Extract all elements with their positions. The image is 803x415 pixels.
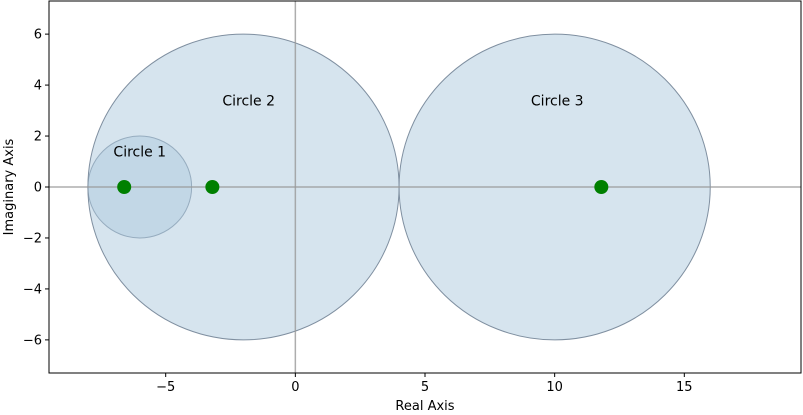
data-point — [117, 180, 132, 194]
x-tick-label: 15 — [676, 380, 693, 395]
y-tick-label: 2 — [34, 130, 42, 145]
data-point — [594, 180, 609, 194]
plot-content: Circle 1 Circle 2 Circle 3 — [49, 1, 801, 373]
circle-2-label: Circle 2 — [222, 93, 275, 109]
data-point — [205, 180, 220, 194]
y-tick-label: 0 — [34, 181, 42, 196]
y-tick-label: −4 — [23, 282, 42, 297]
circle-1-label: Circle 1 — [113, 144, 166, 160]
y-tick-label: 6 — [34, 28, 42, 43]
circle-3-label: Circle 3 — [531, 93, 584, 109]
y-tick-label: −2 — [23, 231, 42, 246]
x-axis-label: Real Axis — [395, 399, 454, 414]
y-tick-label: −6 — [23, 333, 42, 348]
x-tick-label: −5 — [156, 380, 175, 395]
x-tick-label: 5 — [421, 380, 429, 395]
axis-ticks: −5 0 5 10 15 −6 −4 −2 0 2 4 6 — [23, 28, 693, 395]
plot-area: Circle 1 Circle 2 Circle 3 — [49, 1, 801, 373]
y-axis-label: Imaginary Axis — [2, 138, 17, 235]
x-tick-label: 10 — [546, 380, 563, 395]
y-tick-label: 4 — [34, 79, 42, 94]
x-tick-label: 0 — [291, 380, 299, 395]
